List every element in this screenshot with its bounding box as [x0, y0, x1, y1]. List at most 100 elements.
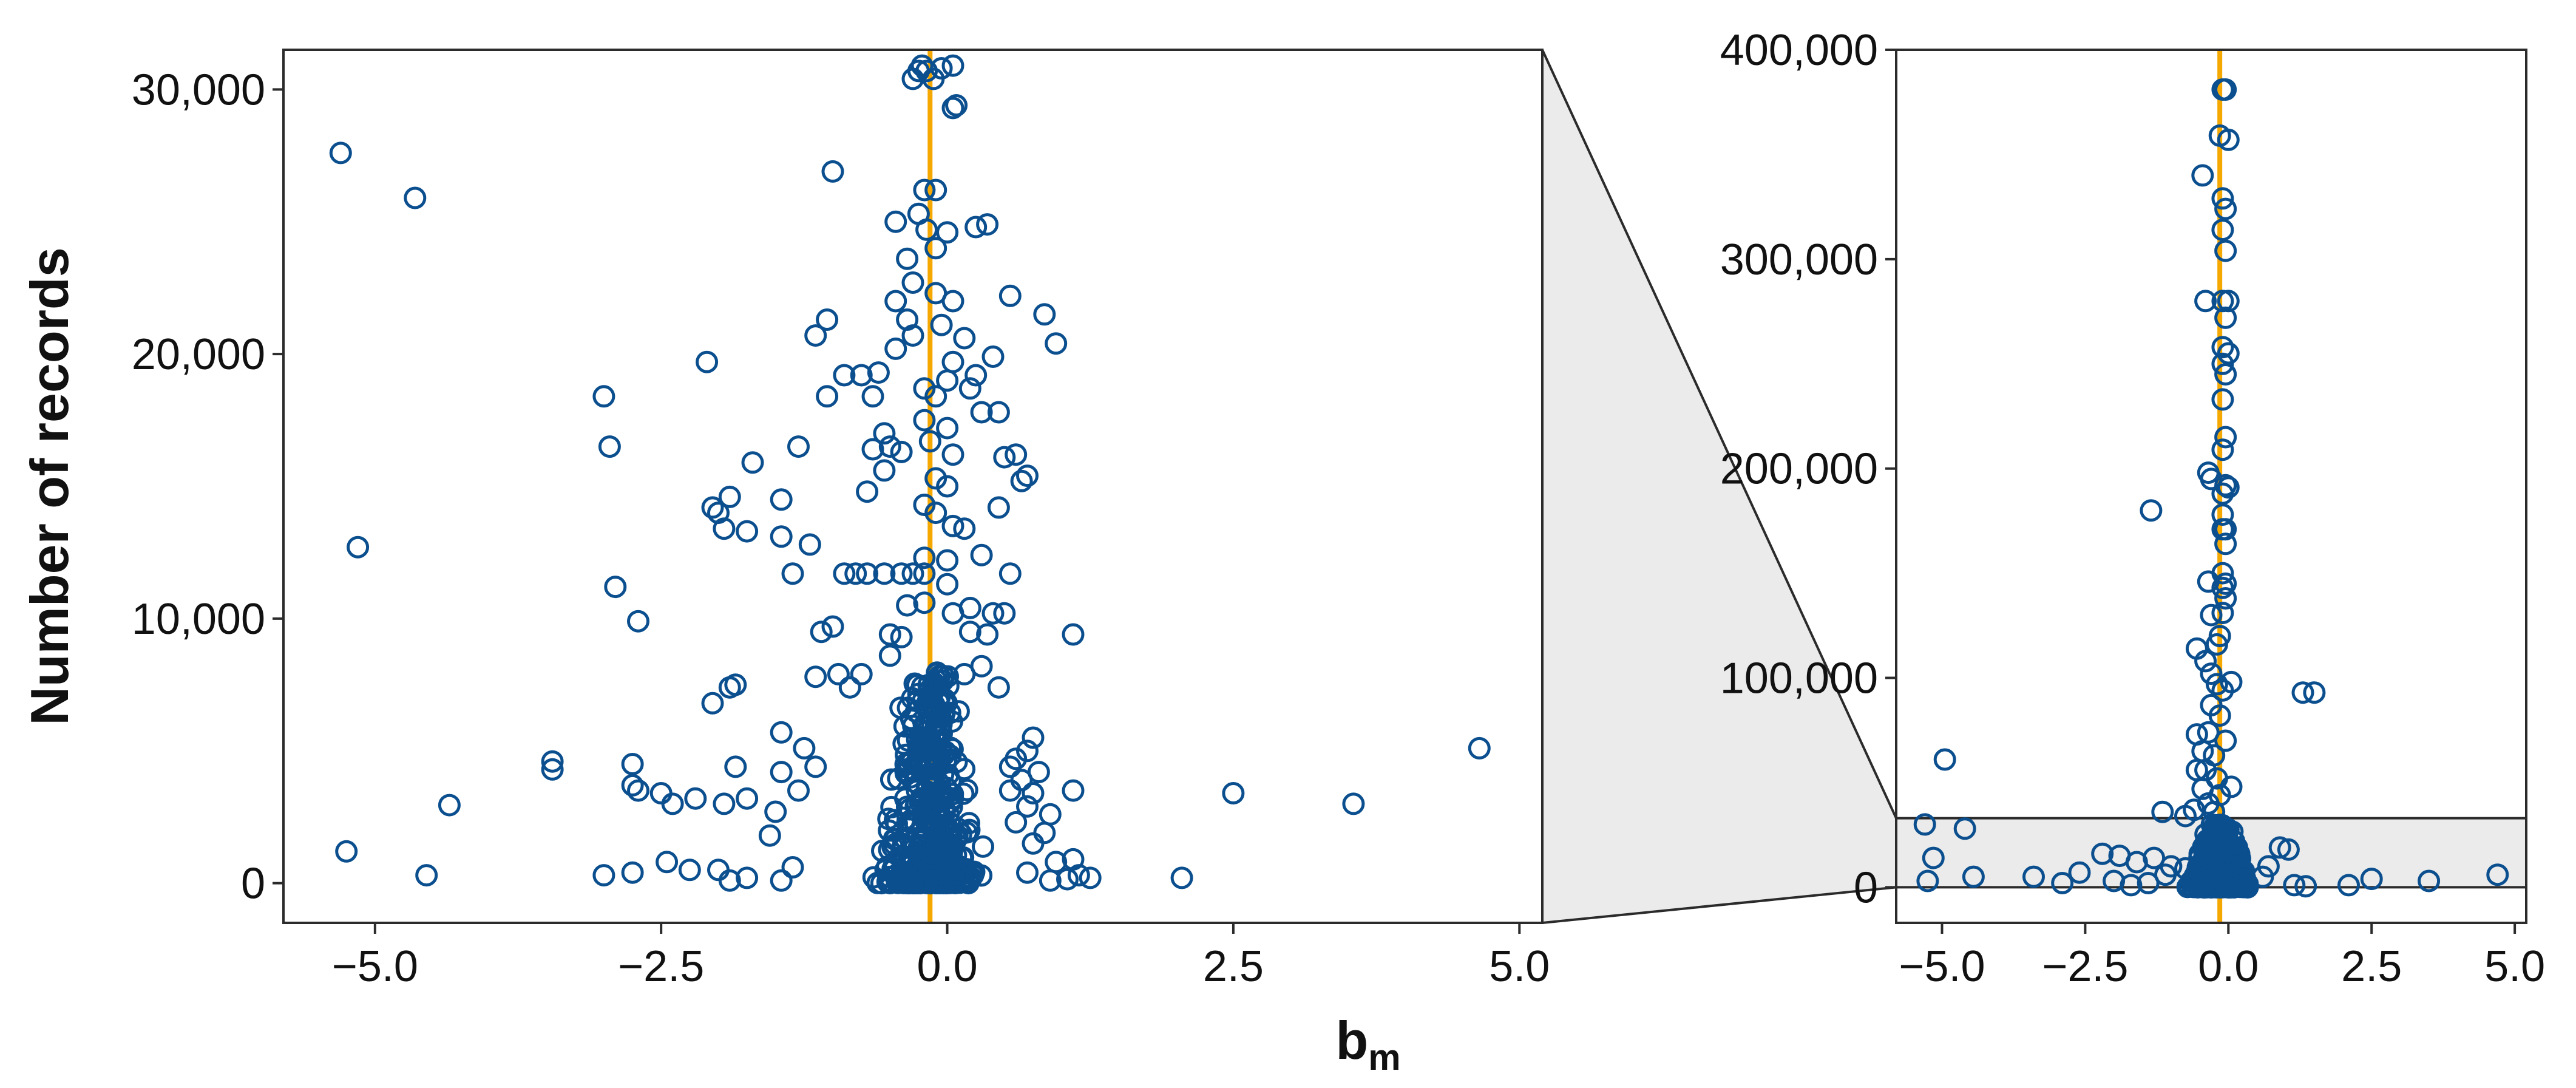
data-point [2221, 848, 2244, 871]
data-point [1045, 332, 1068, 355]
data-point [907, 747, 930, 770]
data-point [770, 761, 793, 784]
data-point [1005, 443, 1028, 466]
data-point [873, 459, 896, 482]
data-point [2211, 503, 2234, 526]
data-point [2211, 388, 2234, 411]
data-point [736, 866, 759, 889]
data-point [1016, 464, 1039, 488]
data-point [541, 750, 564, 773]
data-point [2211, 602, 2234, 625]
data-point [873, 422, 896, 445]
data-point [598, 435, 621, 458]
data-point [701, 692, 724, 715]
data-point [2211, 78, 2234, 101]
data-point [918, 430, 941, 453]
data-point [934, 872, 957, 894]
data-point [972, 835, 994, 858]
data-point [976, 623, 999, 646]
data-point [924, 178, 947, 202]
data-point [850, 364, 873, 387]
data-point [2186, 875, 2209, 899]
data-point [2214, 729, 2237, 752]
data-point [329, 141, 352, 165]
data-point [958, 377, 981, 400]
data-point [770, 525, 793, 548]
data-point [2211, 219, 2234, 242]
data-point [2140, 499, 2163, 522]
data-point [1022, 832, 1045, 855]
data-point [998, 562, 1022, 585]
data-point [2211, 438, 2234, 461]
data-point [2154, 863, 2177, 886]
data-point [912, 735, 935, 758]
data-point [2212, 820, 2235, 843]
data-point [867, 361, 890, 384]
data-point [924, 385, 947, 408]
data-point [656, 851, 679, 874]
x-axis-title-subscript: m [1368, 1037, 1400, 1078]
data-point [2151, 800, 2174, 823]
x-tick-label: −2.5 [2042, 942, 2128, 991]
data-point [2214, 426, 2237, 449]
data-point [816, 308, 839, 331]
data-point [718, 485, 741, 508]
data-point [1016, 739, 1039, 763]
data-point [2268, 836, 2291, 859]
data-point [838, 676, 861, 699]
data-point [1222, 782, 1245, 804]
data-point [924, 872, 947, 895]
data-point [770, 488, 793, 511]
data-point [915, 218, 938, 241]
data-point [987, 401, 1010, 424]
data-point [1933, 748, 1956, 771]
data-point [856, 562, 879, 585]
data-point [2194, 650, 2217, 673]
data-point [945, 94, 968, 117]
zoom-connector-bottom [1542, 886, 1897, 924]
data-point [2214, 572, 2237, 595]
data-point [939, 744, 962, 767]
data-point [1922, 846, 1945, 869]
data-point [684, 787, 707, 810]
data-point [920, 846, 943, 869]
data-point [901, 271, 924, 294]
data-point [906, 822, 929, 845]
data-point [1010, 469, 1033, 492]
data-point [931, 783, 954, 806]
x-tick-label: −5.0 [1899, 942, 1985, 991]
data-point [2205, 673, 2228, 696]
data-point [2203, 800, 2226, 823]
data-point [981, 345, 1005, 368]
data-point [404, 186, 427, 209]
left-panel-frame [282, 49, 1544, 924]
data-point [893, 715, 916, 738]
y-tick-label: 10,000 [132, 595, 265, 644]
data-point [958, 818, 981, 841]
data-point [2197, 570, 2220, 593]
data-point [901, 687, 924, 710]
data-point [901, 67, 924, 90]
data-point [901, 562, 924, 585]
data-point [764, 800, 787, 823]
data-point [541, 758, 564, 781]
data-point [884, 337, 907, 360]
data-point [1468, 736, 1491, 760]
data-point [927, 838, 950, 861]
data-point [2200, 662, 2223, 685]
data-point [856, 480, 879, 503]
right-panel: −5.0 −2.5 0.0 2.5 5.0 0 100,000 200,000 300,000… [1720, 26, 2545, 991]
data-point [1342, 792, 1365, 815]
data-point [924, 699, 947, 722]
left-panel: −5.0 −2.5 0.0 2.5 5.0 0 10,000 20,000 30,000 [132, 49, 1550, 991]
data-point [713, 792, 736, 815]
data-point [1022, 726, 1045, 749]
data-point [993, 446, 1016, 469]
y-tick-label: 400,000 [1720, 26, 1878, 75]
data-point [833, 562, 856, 585]
data-point [936, 221, 959, 244]
data-point [438, 794, 461, 817]
data-point [2208, 704, 2231, 727]
data-point [1039, 869, 1062, 892]
data-point [901, 324, 924, 347]
